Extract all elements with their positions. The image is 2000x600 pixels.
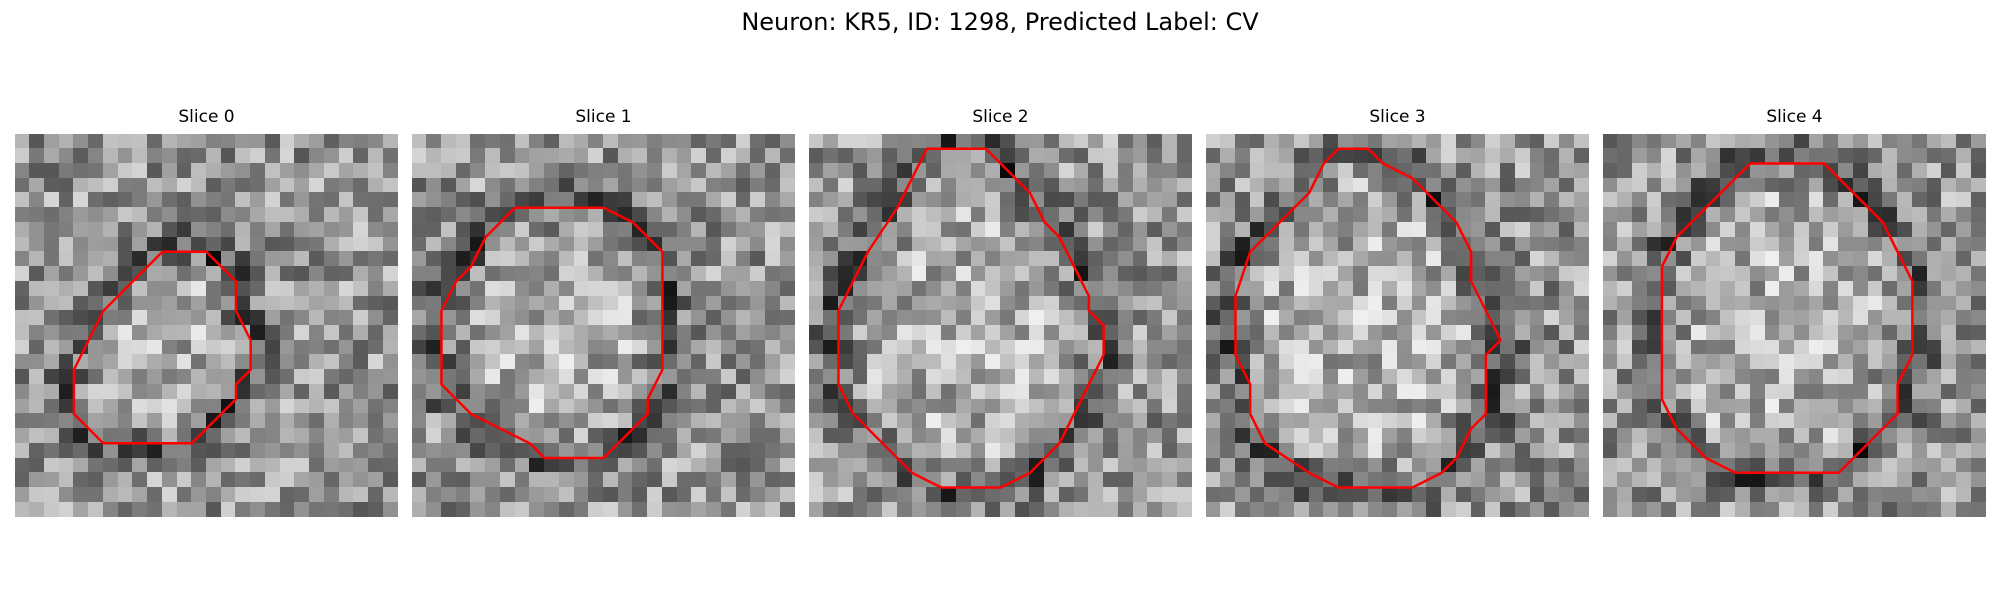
slice-panel-2: Slice 2 <box>809 105 1192 517</box>
slice-panel-0: Slice 0 <box>15 105 398 517</box>
slice-title-0: Slice 0 <box>178 107 235 127</box>
slice-panel-1: Slice 1 <box>412 105 795 517</box>
slice-image-1 <box>412 134 795 517</box>
slice-title-4: Slice 4 <box>1766 107 1823 127</box>
slice-image-2 <box>809 134 1192 517</box>
figure-title: Neuron: KR5, ID: 1298, Predicted Label: … <box>741 8 1259 36</box>
slice-title-2: Slice 2 <box>972 107 1029 127</box>
slice-image-0 <box>15 134 398 517</box>
slice-image-3 <box>1206 134 1589 517</box>
slice-panel-4: Slice 4 <box>1603 105 1986 517</box>
slice-title-3: Slice 3 <box>1369 107 1426 127</box>
slice-title-1: Slice 1 <box>575 107 632 127</box>
slice-image-4 <box>1603 134 1986 517</box>
slice-panel-3: Slice 3 <box>1206 105 1589 517</box>
